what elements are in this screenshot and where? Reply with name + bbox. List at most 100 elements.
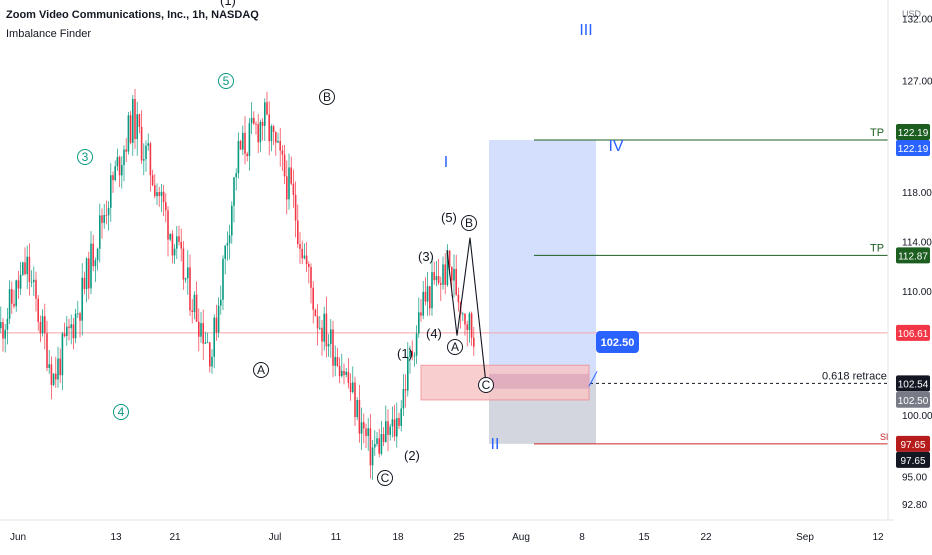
candle-body [30, 281, 33, 283]
candle-body [116, 156, 119, 167]
candle-body [360, 422, 363, 434]
price-tag-6: 97.65 [900, 440, 925, 451]
candle-body [182, 248, 185, 280]
wave-circle-A1: A [257, 363, 265, 377]
candle-body [437, 276, 440, 284]
candle-body [151, 175, 154, 186]
candle-body [281, 150, 284, 155]
wave-circle-B1: B [323, 90, 331, 104]
candle-body [371, 447, 374, 466]
candle-body [294, 194, 297, 221]
price-tag-4: 102.54 [898, 379, 929, 390]
x-tick-Jul: Jul [269, 532, 282, 543]
wave-green-3: 3 [82, 150, 89, 164]
wave-circle-B2: B [465, 216, 473, 230]
candle-body [257, 124, 259, 143]
wave-circle-B2-ring [461, 215, 477, 231]
candle-body [90, 243, 92, 289]
candle-body [209, 342, 211, 367]
candle-body [156, 192, 158, 197]
y-tick: 132.00 [902, 15, 932, 26]
candle-body [435, 276, 438, 281]
wave-circle-B1-ring [319, 89, 335, 105]
candle-body [145, 145, 147, 160]
y-tick: 100.00 [902, 411, 932, 422]
currency-label: USD [902, 9, 922, 19]
candle-body [68, 326, 70, 329]
wave-blue-I: I [444, 154, 448, 171]
candle-body [415, 333, 418, 356]
level-label-0: TP 2 [870, 127, 893, 139]
wave-blue-II: II [491, 436, 500, 453]
candle-body [338, 365, 341, 377]
candle-body [169, 233, 171, 240]
candle-body [24, 262, 26, 275]
candle-body [162, 191, 165, 203]
candle-body [308, 263, 310, 268]
candle-body [189, 267, 191, 311]
candle-body [387, 421, 389, 435]
y-tick: 92.80 [902, 500, 927, 511]
candle-body [138, 114, 141, 127]
x-tick-25: 25 [453, 532, 465, 543]
wave-circle-A2: A [451, 340, 459, 354]
candle-body [28, 256, 31, 282]
candle-body [147, 143, 149, 146]
candle-body [132, 98, 134, 143]
candle-body [330, 329, 332, 344]
candle-body [319, 327, 321, 329]
candle-body [191, 310, 193, 312]
candle-body [272, 126, 275, 133]
candle-body [158, 192, 160, 196]
x-tick-11: 11 [331, 532, 342, 543]
candle-body [233, 177, 235, 206]
candle-body [248, 123, 251, 157]
x-tick-22: 22 [700, 532, 712, 543]
candle-body [327, 343, 330, 347]
candle-body [123, 149, 125, 166]
candle-body [48, 364, 50, 368]
candle-body [222, 258, 224, 300]
wave-green-5: 5 [223, 74, 230, 88]
candle-body [136, 114, 138, 140]
candle-body [286, 176, 288, 200]
candle-body [112, 175, 114, 181]
price-tag-3: 106.61 [898, 329, 929, 340]
candle-body [244, 132, 246, 154]
y-tick: 110.00 [902, 287, 932, 298]
candle-body [303, 255, 306, 259]
candle-body [37, 298, 39, 323]
candle-body [400, 408, 402, 426]
candle-body [301, 248, 303, 259]
candle-body [468, 313, 471, 330]
candle-body [316, 316, 319, 329]
candle-body [424, 291, 427, 302]
wave-paren-5: (5) [441, 210, 457, 225]
candle-body [184, 278, 187, 280]
candle-body [312, 287, 314, 310]
candle-body [215, 317, 218, 333]
candle-body [466, 324, 468, 330]
wave-circle-C1: C [381, 471, 390, 485]
candle-body [264, 102, 266, 126]
candle-body [422, 291, 424, 316]
candle-body [193, 294, 196, 312]
candle-body [165, 202, 167, 211]
candle-body [409, 350, 411, 357]
candle-body [204, 342, 207, 344]
candle-body [297, 220, 299, 244]
candle-body [220, 299, 222, 306]
candle-body [228, 235, 231, 244]
candle-body [217, 305, 220, 333]
candle-body [325, 313, 328, 347]
candle-body [396, 418, 398, 437]
candle-body [453, 268, 455, 281]
wave-blue-III: III [579, 22, 592, 39]
candle-body [6, 318, 9, 330]
candle-body [63, 333, 66, 337]
candle-body [226, 243, 229, 246]
wave-paren-2: (2) [404, 448, 420, 463]
candle-body [103, 215, 105, 223]
candle-body [46, 333, 48, 368]
